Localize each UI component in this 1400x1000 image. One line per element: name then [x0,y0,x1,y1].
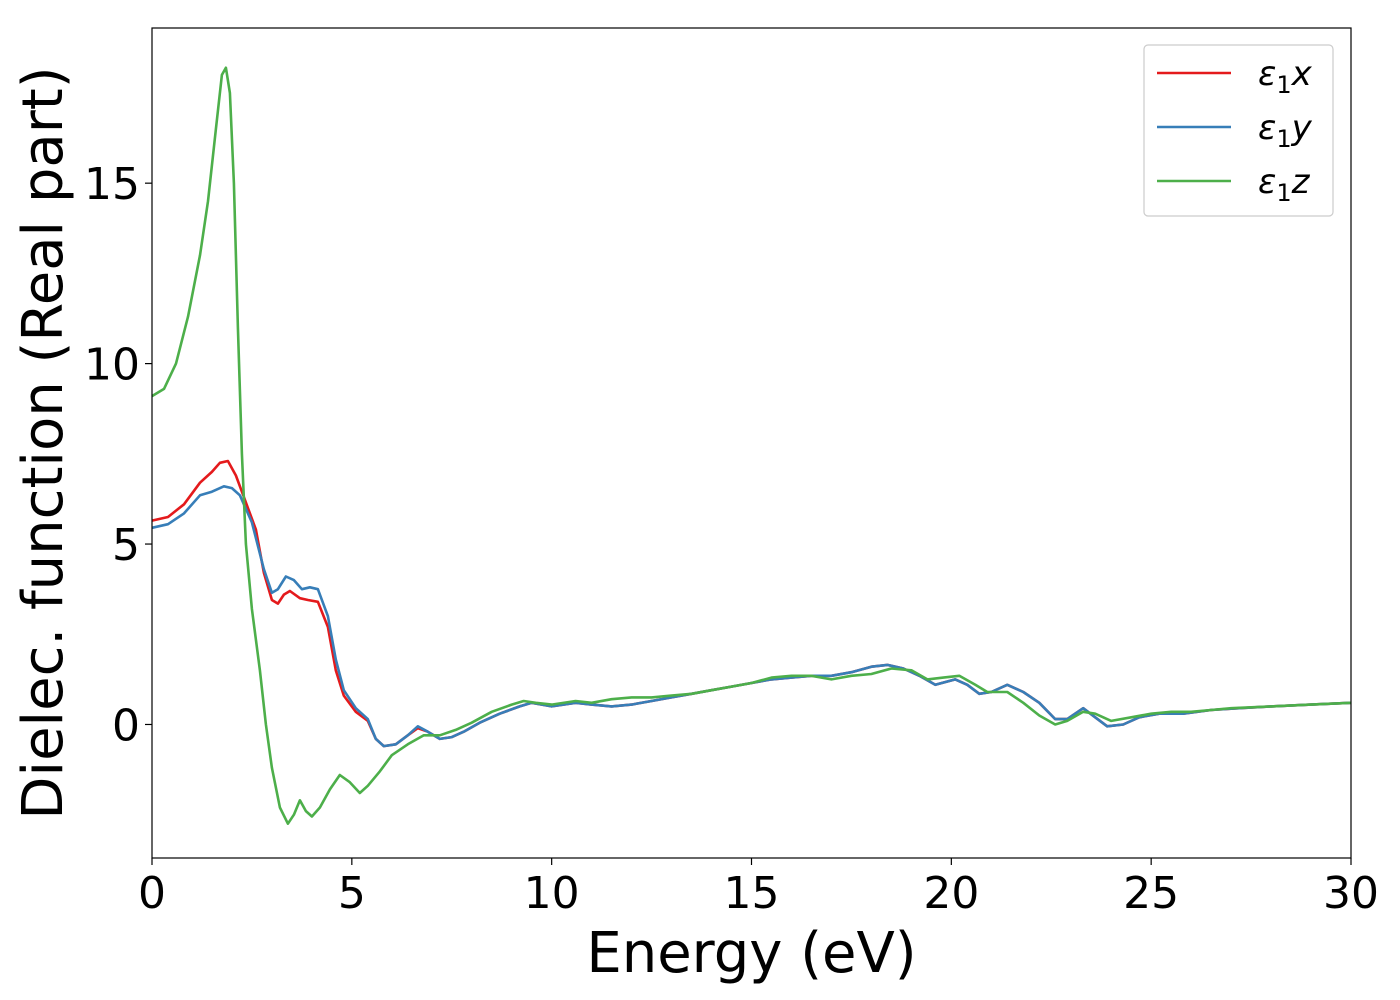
legend-label-y: ε1y [1258,108,1313,153]
x-axis-title: Energy (eV) [586,921,916,986]
y-tick-label: 15 [84,159,140,210]
x-tick-label: 30 [1323,868,1379,919]
series-layer [151,66,1352,825]
legend-box [1143,44,1334,217]
x-tick-label: 20 [923,868,979,919]
y-axis-ticks: 0 5 10 15 [84,159,152,751]
y-axis-title: Dielec. function (Real part) [11,66,76,819]
series-line-z [151,66,1352,825]
y-tick-label: 10 [84,340,140,391]
x-tick-label: 25 [1123,868,1179,919]
series-line-x [151,459,1352,748]
x-tick-label: 10 [524,868,580,919]
y-tick-label: 5 [112,520,140,571]
x-tick-label: 15 [724,868,780,919]
x-tick-label: 5 [338,868,366,919]
x-tick-label: 0 [138,868,166,919]
legend-label-x: ε1x [1258,54,1313,99]
y-tick-label: 0 [112,700,140,751]
legend-label-z: ε1z [1258,162,1311,207]
x-axis-ticks: 0 5 10 15 20 25 30 [138,858,1379,919]
legend: ε1x ε1y ε1z [1143,44,1334,217]
series-line-y [151,485,1352,748]
